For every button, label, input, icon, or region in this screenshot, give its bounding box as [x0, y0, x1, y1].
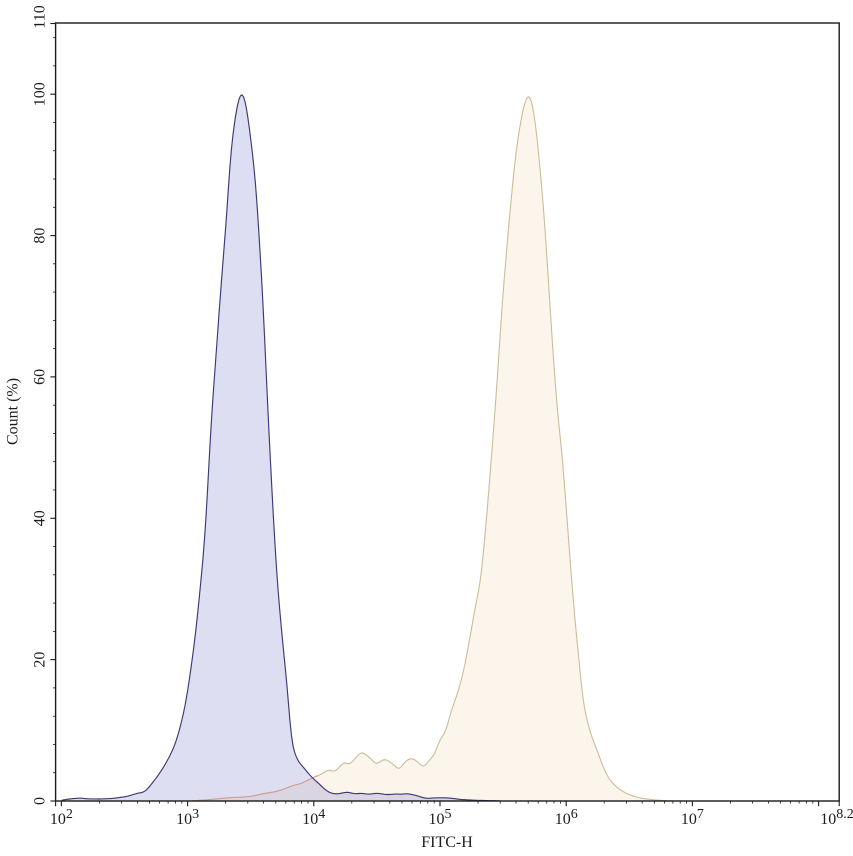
svg-text:0: 0 — [32, 797, 49, 805]
svg-text:60: 60 — [32, 369, 49, 385]
svg-text:20: 20 — [32, 652, 49, 668]
svg-text:Count (%): Count (%) — [5, 378, 22, 445]
svg-text:110: 110 — [32, 5, 49, 28]
svg-text:80: 80 — [32, 228, 49, 244]
svg-text:FITC-H: FITC-H — [421, 834, 473, 851]
svg-text:40: 40 — [32, 510, 49, 526]
svg-text:100: 100 — [32, 82, 49, 106]
